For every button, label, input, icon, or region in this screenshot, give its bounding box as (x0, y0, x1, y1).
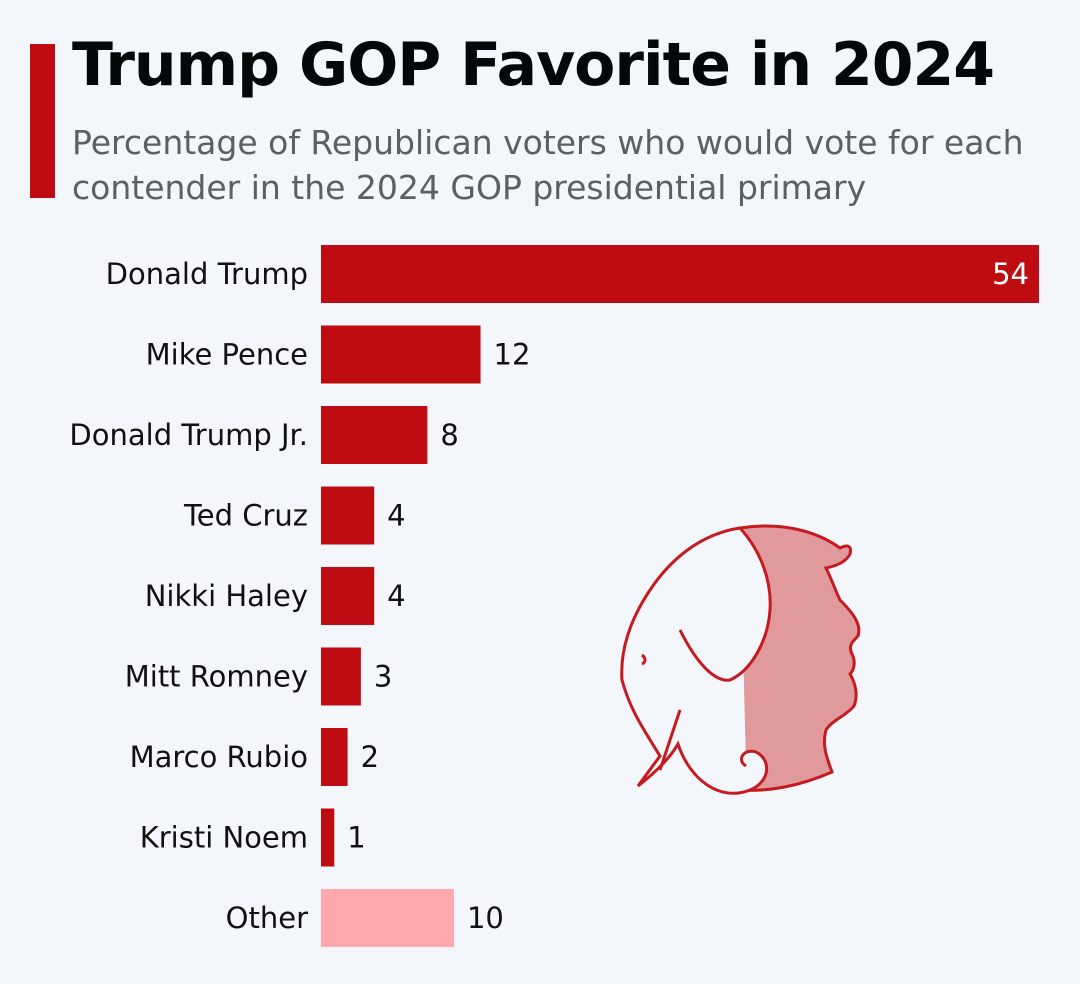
value-label: 10 (467, 901, 504, 935)
value-label: 4 (387, 579, 405, 613)
bar-other (321, 889, 454, 947)
category-label: Donald Trump Jr. (69, 418, 308, 452)
bar-ted-cruz (321, 486, 375, 545)
category-label: Donald Trump (106, 257, 308, 291)
chart-subtitle: Percentage of Republican voters who woul… (72, 123, 1024, 207)
bar-mitt-romney (321, 647, 361, 706)
value-label: 4 (387, 499, 405, 533)
category-label: Nikki Haley (145, 579, 308, 613)
category-label: Other (226, 901, 308, 935)
bar-nikki-haley (321, 567, 375, 625)
category-label: Marco Rubio (130, 740, 308, 774)
value-label: 1 (347, 821, 365, 855)
bar-marco-rubio (321, 728, 348, 786)
category-label: Mike Pence (146, 338, 308, 372)
bar-donald-trump (321, 245, 1039, 303)
category-label: Ted Cruz (183, 499, 308, 533)
value-label: 12 (494, 338, 531, 372)
chart-title: Trump GOP Favorite in 2024 (72, 30, 995, 100)
bar-mike-pence (321, 325, 481, 384)
title-accent-bar (30, 44, 55, 198)
bar-donald-trump-jr (321, 406, 428, 464)
value-label: 8 (440, 418, 458, 452)
category-label: Kristi Noem (140, 821, 308, 855)
value-label: 3 (374, 660, 392, 694)
category-label: Mitt Romney (125, 660, 308, 694)
bar-kristi-noem (321, 808, 335, 867)
elephant-trump-silhouette-icon (620, 524, 861, 795)
value-label: 54 (992, 257, 1029, 291)
value-label: 2 (361, 740, 379, 774)
